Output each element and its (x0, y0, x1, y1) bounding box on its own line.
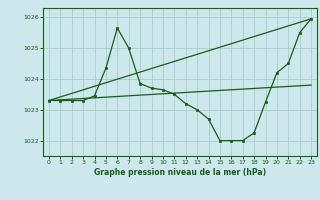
X-axis label: Graphe pression niveau de la mer (hPa): Graphe pression niveau de la mer (hPa) (94, 168, 266, 177)
